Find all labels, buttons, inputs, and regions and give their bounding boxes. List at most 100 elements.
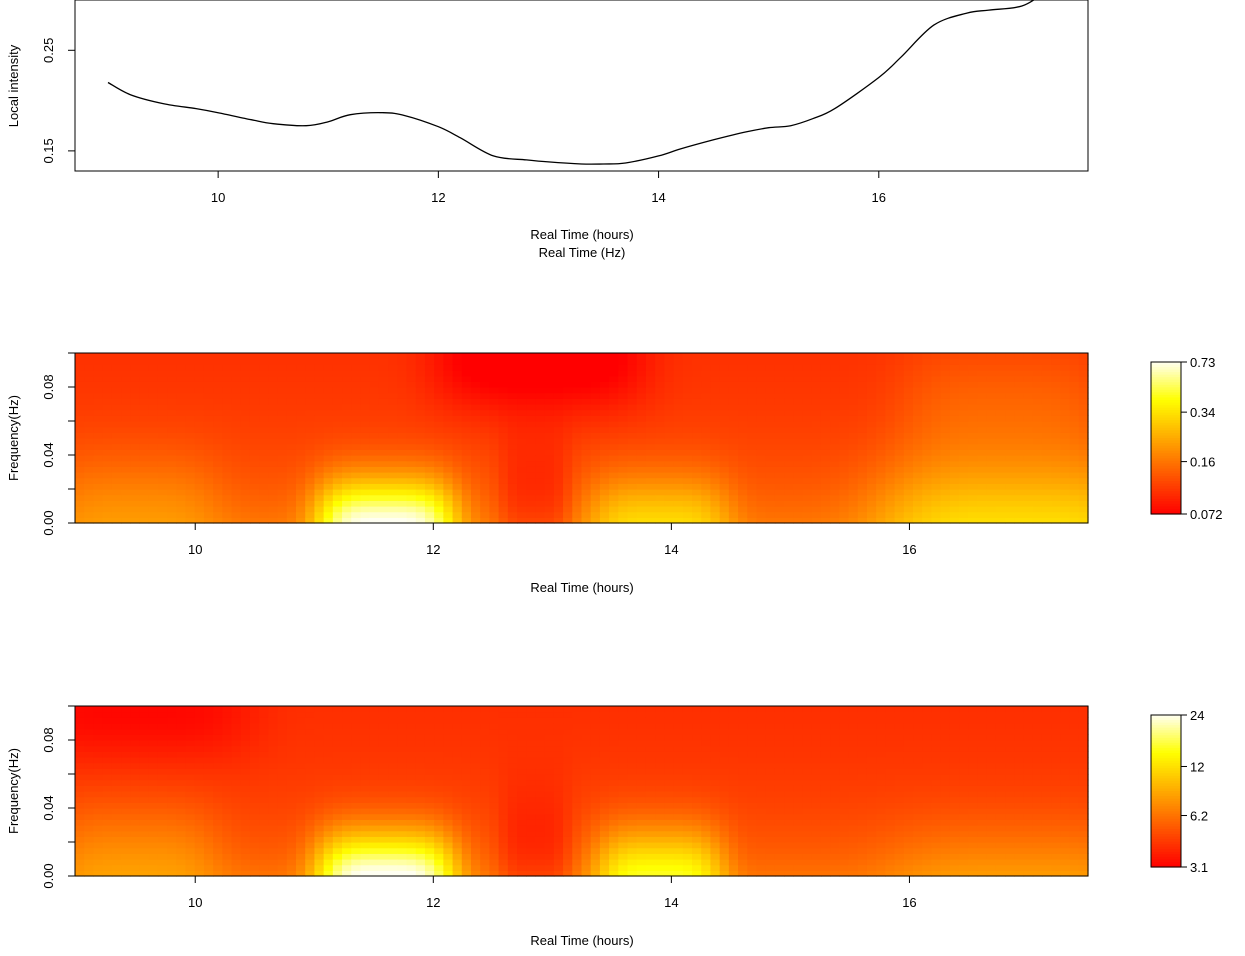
heatmap-cell: [507, 859, 518, 866]
heatmap-cell: [470, 398, 481, 405]
heatmap-cell: [489, 500, 500, 507]
heatmap-cell: [894, 517, 905, 524]
heatmap-cell: [231, 460, 242, 467]
heatmap-cell: [305, 455, 316, 462]
heatmap-cell: [1032, 426, 1043, 433]
heatmap-cell: [314, 364, 325, 371]
heatmap-cell: [203, 802, 214, 809]
heatmap-cell: [369, 398, 380, 405]
heatmap-cell: [378, 432, 389, 439]
heatmap-cell: [931, 472, 942, 479]
heatmap-cell: [747, 438, 758, 445]
heatmap-cell: [636, 483, 647, 490]
heatmap-cell: [903, 494, 914, 501]
heatmap-cell: [360, 853, 371, 860]
heatmap-cell: [360, 751, 371, 758]
heatmap-cell: [443, 864, 454, 871]
heatmap-cell: [507, 506, 518, 513]
heatmap-cell: [747, 375, 758, 382]
heatmap-cell: [84, 358, 95, 365]
heatmap-cell: [305, 847, 316, 854]
heatmap-cell: [268, 768, 279, 775]
heatmap-cell: [378, 494, 389, 501]
heatmap-cell: [388, 472, 398, 479]
heatmap-cell: [609, 517, 619, 524]
heatmap-cell: [1023, 398, 1034, 405]
heatmap-cell: [388, 779, 398, 786]
heatmap-cell: [406, 358, 417, 365]
heatmap-cell: [526, 460, 537, 467]
heatmap-cell: [544, 506, 555, 513]
heatmap-cell: [332, 449, 343, 456]
heatmap-cell: [397, 853, 408, 860]
heatmap-cell: [1051, 353, 1061, 360]
heatmap-cell: [535, 728, 546, 735]
heatmap-cell: [922, 455, 933, 462]
heatmap-cell: [305, 358, 316, 365]
heatmap-cell: [857, 387, 868, 394]
heatmap-cell: [784, 438, 794, 445]
heatmap-cell: [102, 859, 113, 866]
heatmap-cell: [305, 774, 316, 781]
heatmap-cell: [1060, 483, 1071, 490]
heatmap-cell: [719, 358, 730, 365]
heatmap-cell: [820, 511, 831, 518]
heatmap-cell: [535, 779, 546, 786]
heatmap-cell: [710, 398, 721, 405]
heatmap-cell: [452, 723, 463, 730]
heatmap-cell: [959, 477, 969, 484]
heatmap-cell: [1014, 381, 1025, 388]
heatmap-cell: [139, 455, 150, 462]
heatmap-cell: [415, 870, 426, 877]
heatmap-cell: [378, 387, 389, 394]
heatmap-cell: [176, 853, 187, 860]
heatmap-cell: [480, 443, 491, 450]
heatmap-cell: [563, 404, 573, 411]
heatmap-cell: [84, 796, 95, 803]
heatmap-cell: [139, 734, 150, 741]
heatmap-cell: [443, 483, 454, 490]
heatmap-cell: [268, 802, 279, 809]
heatmap-cell: [857, 477, 868, 484]
heatmap-cell: [701, 472, 712, 479]
heatmap-cell: [111, 443, 122, 450]
heatmap-cell: [296, 774, 306, 781]
heatmap-cell: [728, 353, 739, 360]
heatmap-cell: [268, 740, 279, 747]
heatmap-cell: [498, 711, 509, 718]
heatmap-cell: [130, 808, 141, 815]
heatmap-cell: [517, 421, 527, 428]
heatmap-cell: [489, 847, 500, 854]
heatmap-cell: [461, 370, 472, 377]
heatmap-cell: [121, 472, 131, 479]
heatmap-cell: [517, 455, 527, 462]
heatmap-cell: [526, 842, 537, 849]
heatmap-cell: [102, 791, 113, 798]
heatmap-cell: [157, 734, 168, 741]
heatmap-cell: [314, 455, 325, 462]
heatmap-cell: [636, 392, 647, 399]
heatmap-cell: [240, 870, 251, 877]
heatmap-cell: [692, 404, 702, 411]
heatmap-cell: [1041, 466, 1052, 473]
heatmap-cell: [277, 836, 288, 843]
heatmap-cell: [185, 745, 196, 752]
heatmap-cell: [240, 762, 251, 769]
heatmap-cell: [167, 387, 177, 394]
heatmap-cell: [618, 421, 629, 428]
heatmap-cell: [811, 409, 822, 416]
heatmap-cell: [369, 734, 380, 741]
heatmap-cell: [305, 415, 316, 422]
heatmap-cell: [995, 432, 1006, 439]
heatmap-cell: [830, 375, 840, 382]
heatmap-cell: [249, 511, 260, 518]
heatmap-cell: [130, 785, 141, 792]
heatmap-cell: [277, 779, 288, 786]
heatmap-cell: [1005, 466, 1015, 473]
heatmap-cell: [830, 387, 840, 394]
heatmap-cell: [111, 387, 122, 394]
heatmap-cell: [111, 426, 122, 433]
heatmap-cell: [480, 847, 491, 854]
heatmap-cell: [1041, 477, 1052, 484]
heatmap-cell: [738, 375, 748, 382]
